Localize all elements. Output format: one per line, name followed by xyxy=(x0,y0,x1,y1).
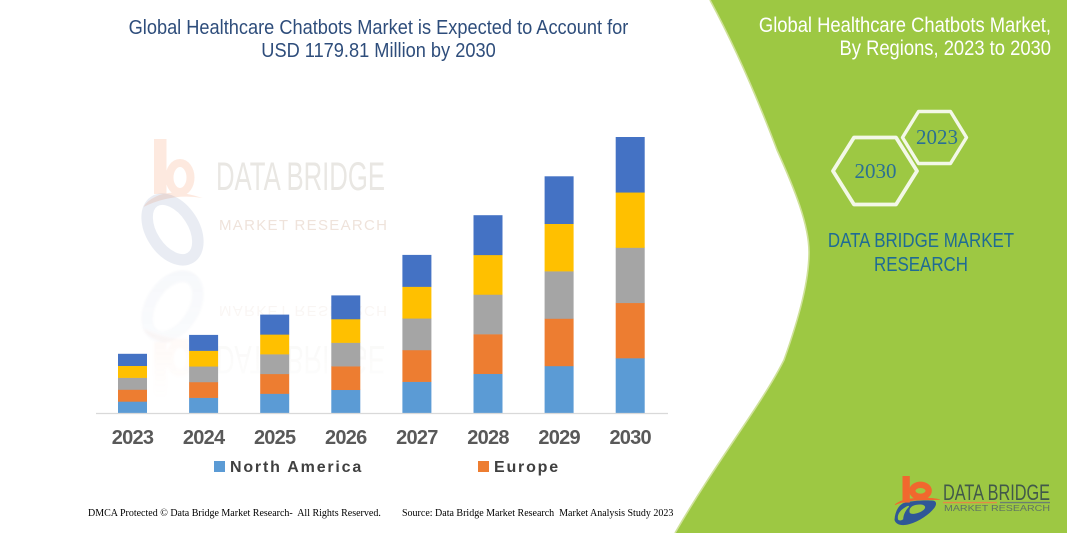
svg-text:DATA BRIDGE: DATA BRIDGE xyxy=(943,480,1050,505)
svg-text:2023: 2023 xyxy=(916,125,958,149)
svg-text:MARKET RESEARCH: MARKET RESEARCH xyxy=(219,302,387,319)
svg-text:MARKET RESEARCH: MARKET RESEARCH xyxy=(219,217,387,234)
svg-text:DATA BRIDGE: DATA BRIDGE xyxy=(216,155,385,199)
svg-text:MARKET RESEARCH: MARKET RESEARCH xyxy=(944,504,1050,513)
svg-text:2030: 2030 xyxy=(855,159,897,183)
